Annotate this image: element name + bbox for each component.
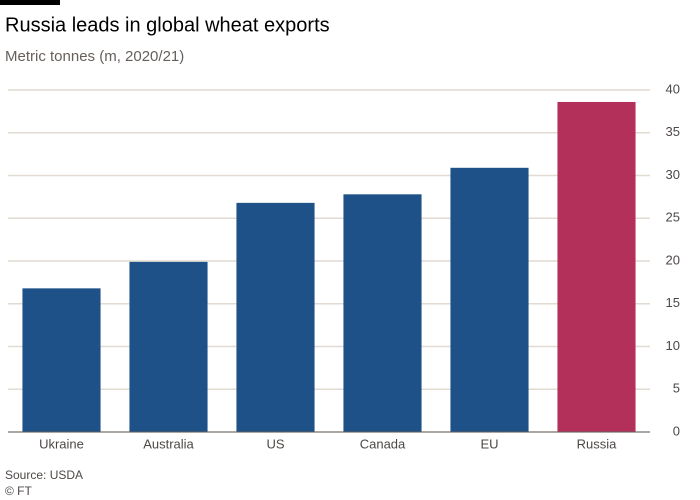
chart-title: Russia leads in global wheat exports: [5, 14, 330, 36]
y-tick-label: 40: [666, 81, 680, 96]
bar: [129, 261, 208, 432]
bar: [557, 101, 636, 432]
bar: [22, 288, 101, 432]
y-tick-label: 0: [673, 423, 680, 438]
bar: [236, 202, 315, 432]
x-tick-label: Russia: [577, 436, 618, 451]
bar: [450, 167, 529, 432]
y-tick-label: 25: [666, 210, 680, 225]
y-tick-label: 15: [666, 295, 680, 310]
x-tick-label: EU: [480, 436, 498, 451]
credit: © FT: [5, 484, 33, 498]
x-tick-label: Australia: [143, 436, 194, 451]
y-tick-label: 10: [666, 338, 680, 353]
brand-bar: [0, 0, 60, 5]
x-tick-label: Ukraine: [39, 436, 84, 451]
x-tick-label: US: [266, 436, 284, 451]
x-tick-label: Canada: [360, 436, 406, 451]
y-tick-label: 20: [666, 252, 680, 267]
chart-subtitle: Metric tonnes (m, 2020/21): [5, 48, 184, 65]
y-tick-label: 30: [666, 167, 680, 182]
source: Source: USDA: [5, 468, 83, 482]
bar: [343, 194, 422, 432]
y-tick-label: 35: [666, 124, 680, 139]
y-tick-label: 5: [673, 381, 680, 396]
